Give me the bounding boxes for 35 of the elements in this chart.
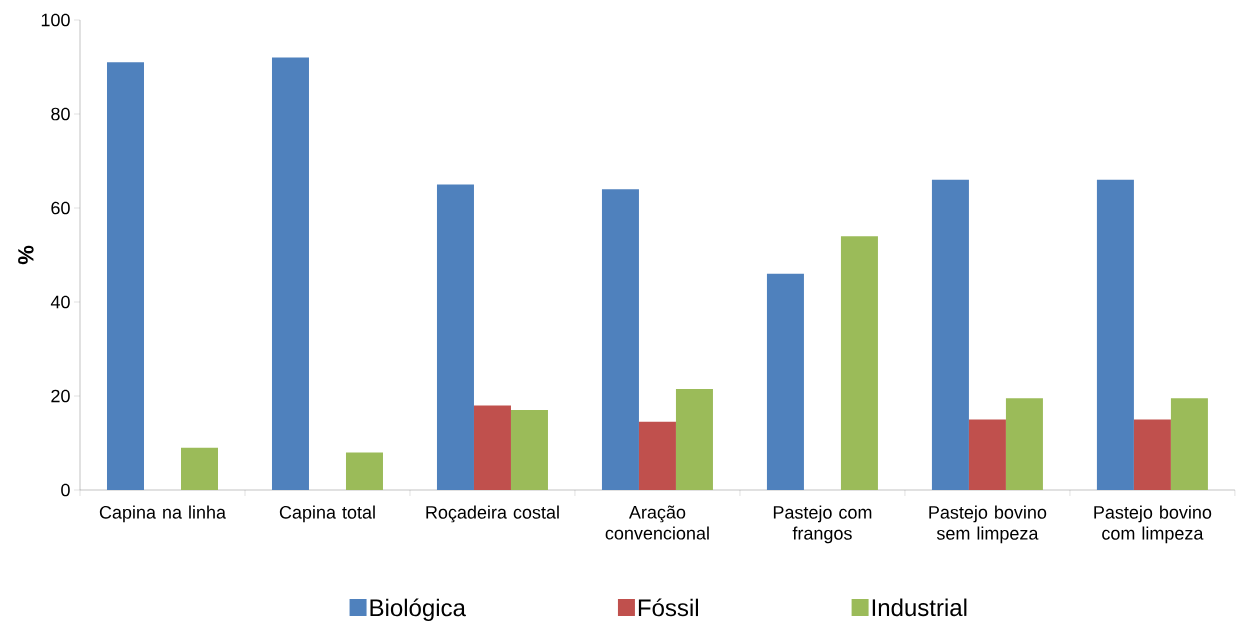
x-tick-label: Aração convencional: [605, 505, 709, 540]
y-tick-label: 80: [51, 107, 70, 121]
y-tick-label: 0: [61, 483, 70, 497]
legend-label: Fóssil: [638, 598, 698, 617]
y-tick-label: 100: [41, 13, 70, 27]
bar: [675, 388, 713, 490]
bar: [1005, 398, 1043, 490]
x-tick-label: Capina na linha: [99, 505, 226, 523]
bar: [180, 447, 218, 490]
y-axis-title: %: [18, 245, 34, 265]
bar: [968, 419, 1006, 490]
x-tick-label: Pastejo bovino sem limpeza: [929, 505, 1047, 544]
bar: [510, 410, 548, 490]
bar: [271, 57, 309, 490]
bar: [1096, 179, 1134, 490]
bar: [931, 179, 969, 490]
bar: [436, 184, 474, 490]
bar: [1133, 419, 1171, 490]
bar: [766, 273, 804, 490]
x-tick-label: Capina total: [279, 505, 375, 523]
x-tick-label: Pastejo com frangos: [773, 505, 872, 544]
y-tick-label: 60: [51, 201, 70, 215]
legend-label: Biológica: [370, 598, 466, 622]
bar: [638, 421, 676, 490]
y-tick-label: 20: [51, 389, 70, 403]
bar: [840, 236, 878, 490]
bar: [473, 405, 511, 490]
legend-label: Industrial: [872, 598, 967, 617]
x-tick-label: Pastejo bovino com limpeza: [1094, 505, 1212, 544]
bar: [601, 189, 639, 490]
bar: [345, 452, 383, 490]
x-tick-label: Roçadeira costal: [426, 505, 559, 523]
y-tick-label: 40: [50, 295, 70, 309]
bar: [1170, 398, 1208, 490]
bar: [106, 62, 144, 490]
